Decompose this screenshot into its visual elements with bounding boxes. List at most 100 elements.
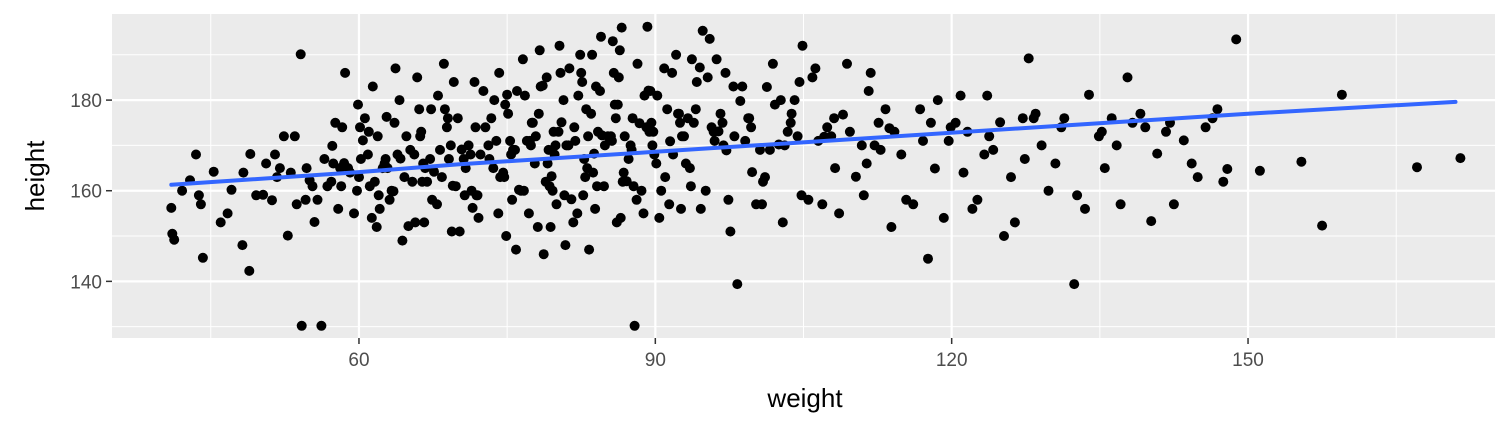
data-point [538, 249, 549, 260]
data-point [1050, 158, 1061, 169]
data-point [654, 212, 665, 223]
data-point [340, 67, 351, 78]
data-point [1017, 113, 1028, 124]
data-point [744, 113, 755, 124]
data-point [445, 140, 456, 151]
data-point [702, 72, 713, 83]
data-point [1317, 220, 1328, 231]
data-point [319, 154, 330, 164]
data-point [333, 203, 344, 214]
data-point [625, 140, 636, 151]
data-point [618, 167, 629, 178]
data-point [760, 172, 770, 183]
data-point [394, 95, 405, 106]
data-point [723, 194, 734, 205]
data-point [1122, 72, 1133, 83]
y-axis-title: height [20, 140, 50, 212]
axes: 60 90 120 150 140 160 180 [70, 91, 1264, 371]
x-tick-label: 60 [348, 350, 369, 371]
data-point [535, 81, 546, 92]
data-point [568, 217, 579, 228]
data-point [932, 95, 943, 106]
data-point [967, 203, 978, 214]
data-point [590, 203, 601, 214]
data-point [450, 181, 461, 192]
data-point [197, 252, 208, 263]
data-point [1152, 148, 1163, 159]
data-point [558, 95, 569, 106]
data-point [559, 190, 570, 201]
data-point [1168, 199, 1179, 210]
data-point [1412, 162, 1422, 173]
data-point [623, 154, 634, 164]
data-point [355, 122, 365, 133]
data-points [166, 21, 1466, 331]
data-point [572, 208, 583, 219]
data-point [1072, 190, 1083, 201]
data-point [761, 82, 772, 92]
data-point [466, 185, 477, 196]
data-point [506, 149, 517, 160]
data-point [177, 185, 188, 196]
data-point [448, 77, 459, 87]
data-point [1036, 140, 1047, 151]
data-point [316, 320, 327, 331]
data-point [166, 202, 177, 213]
data-point [704, 33, 715, 44]
data-point [587, 49, 598, 60]
data-point [569, 122, 580, 133]
data-point [675, 117, 685, 128]
data-point [267, 195, 277, 206]
data-point [706, 122, 717, 133]
data-point [226, 184, 237, 195]
data-point [591, 81, 601, 92]
data-point [486, 113, 497, 124]
data-point [392, 149, 403, 160]
data-point [829, 113, 840, 124]
data-point [1096, 126, 1107, 137]
data-point [499, 172, 510, 183]
data-point [374, 203, 385, 214]
data-point [1140, 122, 1151, 133]
data-point [296, 320, 307, 331]
data-point [1099, 163, 1110, 174]
data-point [869, 140, 880, 151]
data-point [647, 140, 658, 151]
data-point [1161, 126, 1171, 137]
data-point [575, 49, 586, 60]
data-point [274, 163, 285, 174]
data-point [844, 126, 855, 137]
data-point [337, 122, 348, 133]
x-axis-title: weight [766, 383, 843, 413]
data-point [616, 22, 627, 33]
data-point [441, 122, 452, 133]
data-point [694, 62, 705, 73]
data-point [439, 104, 450, 115]
data-point [366, 212, 377, 223]
data-point [685, 181, 696, 192]
data-point [349, 208, 359, 219]
data-point [554, 40, 565, 51]
data-point [352, 185, 362, 196]
data-point [244, 265, 255, 276]
data-point [695, 203, 706, 214]
data-point [452, 113, 463, 124]
data-point [822, 122, 833, 133]
data-point [573, 90, 584, 101]
data-point [794, 77, 805, 87]
data-point [1023, 53, 1034, 64]
data-point [667, 67, 678, 78]
data-point [671, 49, 682, 60]
data-point [607, 36, 618, 47]
data-point [425, 154, 436, 164]
data-point [503, 108, 514, 119]
data-point [436, 172, 447, 183]
data-point [581, 104, 592, 115]
data-point [755, 144, 765, 155]
data-point [578, 190, 589, 201]
data-point [312, 194, 323, 205]
data-point [1186, 158, 1197, 169]
data-point [526, 117, 537, 128]
data-point [592, 181, 602, 192]
